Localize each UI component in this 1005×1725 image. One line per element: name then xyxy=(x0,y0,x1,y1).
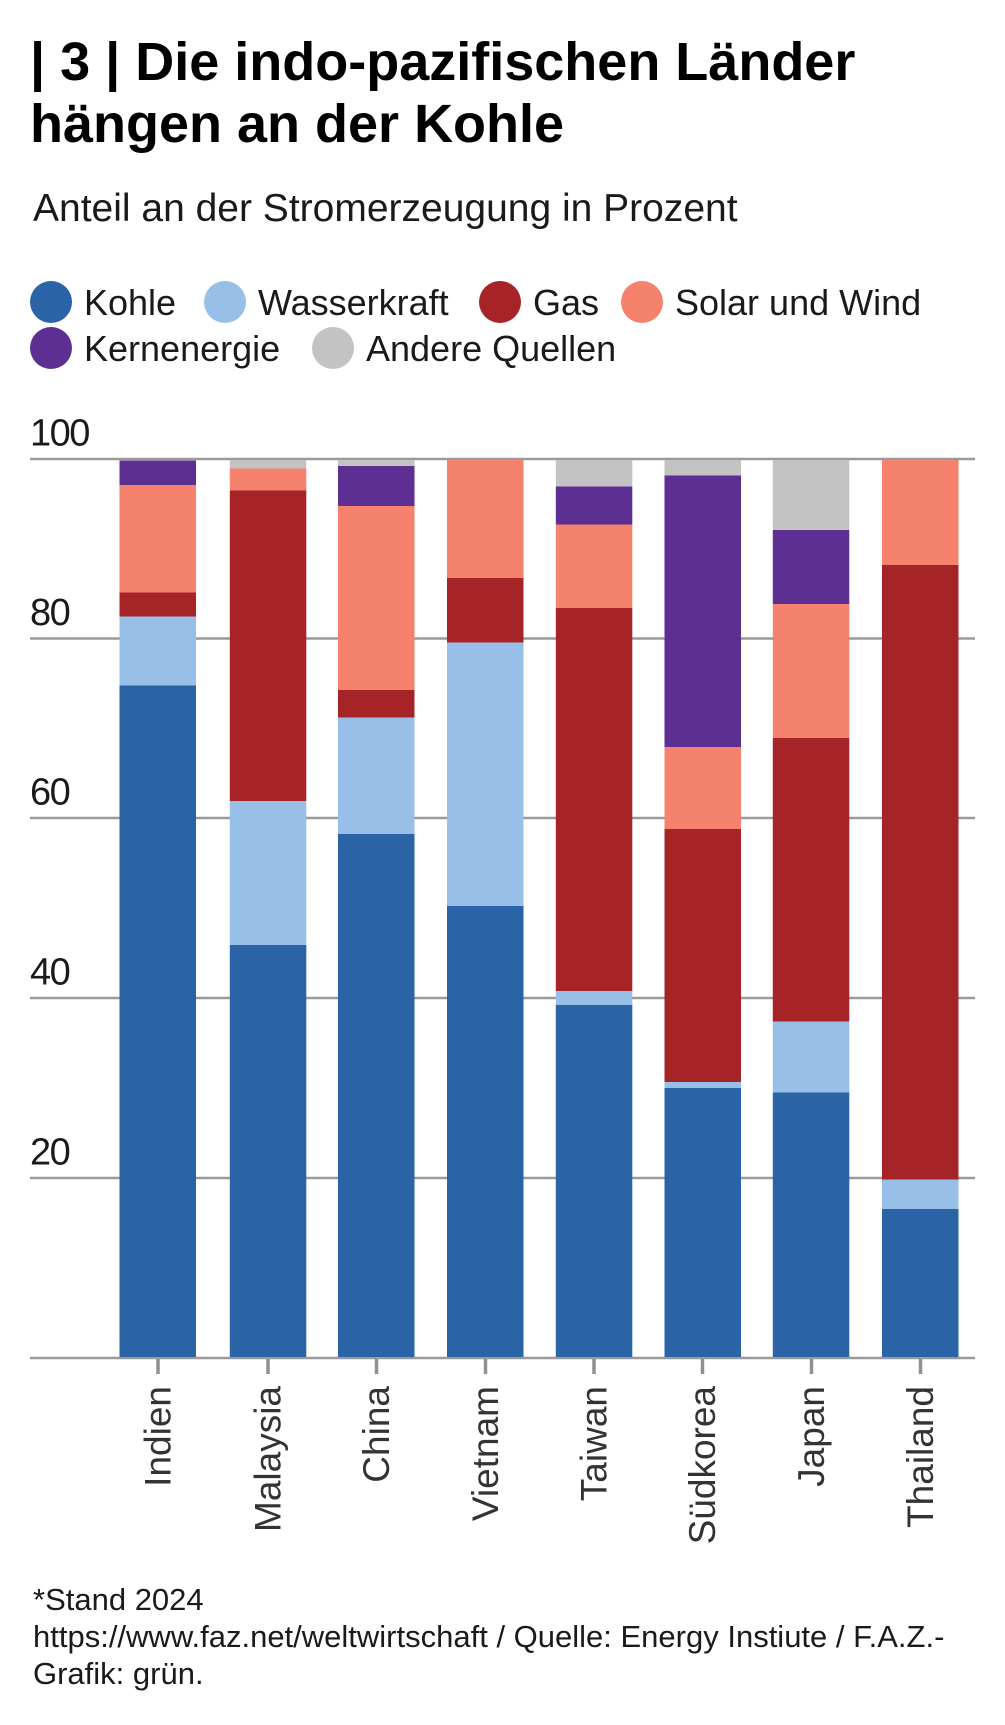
svg-text:100: 100 xyxy=(30,413,89,455)
svg-text:80: 80 xyxy=(30,592,70,634)
svg-text:Taiwan: Taiwan xyxy=(574,1386,615,1501)
svg-text:Thailand: Thailand xyxy=(900,1386,941,1528)
svg-text:40: 40 xyxy=(30,952,70,994)
svg-text:Südkorea: Südkorea xyxy=(682,1386,723,1545)
svg-text:60: 60 xyxy=(30,772,70,814)
svg-text:20: 20 xyxy=(30,1132,70,1174)
svg-text:China: China xyxy=(356,1386,397,1483)
svg-text:Japan: Japan xyxy=(791,1386,832,1487)
svg-text:Indien: Indien xyxy=(138,1386,179,1487)
svg-text:Malaysia: Malaysia xyxy=(248,1386,289,1532)
svg-text:Vietnam: Vietnam xyxy=(465,1386,506,1521)
